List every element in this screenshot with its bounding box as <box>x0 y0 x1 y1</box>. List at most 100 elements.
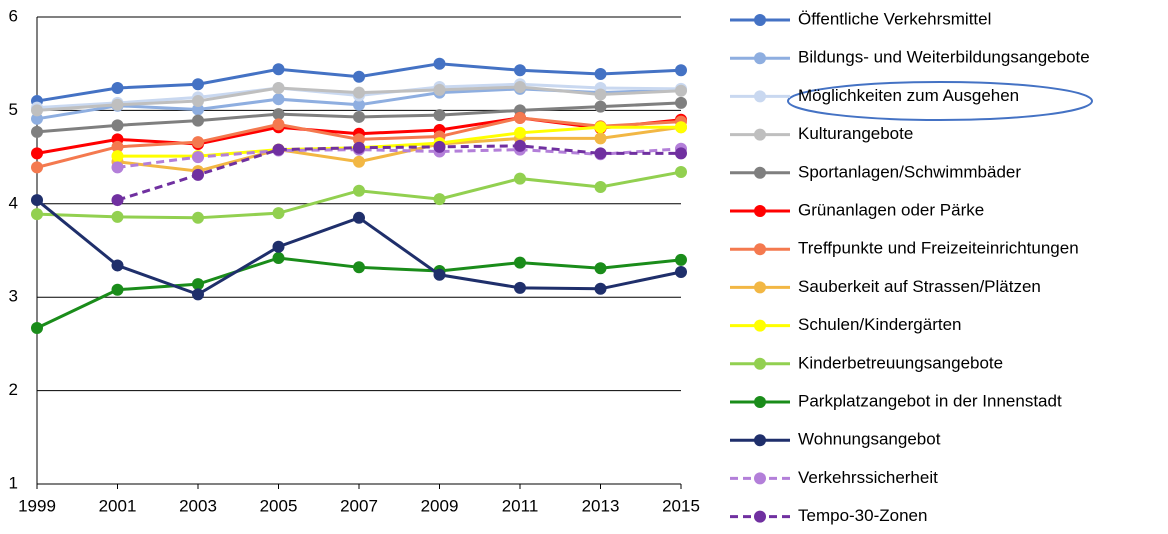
point <box>111 81 124 94</box>
point <box>433 83 446 96</box>
point <box>433 140 446 153</box>
point <box>675 64 687 77</box>
point <box>594 121 607 134</box>
point <box>31 147 43 160</box>
point <box>594 67 607 80</box>
point <box>353 211 365 224</box>
legend-label: Wohnungsangebot <box>798 430 941 449</box>
y-tick-label: 6 <box>9 6 18 25</box>
point <box>514 172 526 185</box>
point <box>433 268 446 281</box>
point <box>594 147 607 160</box>
point <box>272 143 285 156</box>
point <box>192 288 204 301</box>
point <box>272 81 285 94</box>
point <box>272 63 285 76</box>
point <box>272 251 285 264</box>
point <box>192 278 204 291</box>
y-tick-label: 2 <box>9 380 18 399</box>
legend-marker <box>754 14 766 26</box>
legend-label: Sportanlagen/Schwimmbäder <box>798 162 1021 181</box>
point <box>514 81 526 94</box>
point <box>675 121 687 134</box>
point <box>353 261 365 274</box>
point <box>192 103 204 116</box>
point <box>31 161 43 174</box>
point <box>594 88 607 101</box>
legend-marker <box>754 205 766 217</box>
legend-label: Grünanlagen oder Pärke <box>798 200 984 219</box>
point <box>675 265 687 278</box>
x-tick-label: 2009 <box>421 496 459 515</box>
point <box>514 281 526 294</box>
point <box>353 98 365 111</box>
point <box>192 78 204 91</box>
point <box>353 110 365 123</box>
point <box>353 141 365 154</box>
point <box>192 151 204 164</box>
point <box>111 150 124 163</box>
legend-label: Sauberkeit auf Strassen/Plätzen <box>798 277 1041 296</box>
point <box>353 155 365 168</box>
legend-label: Parkplatzangebot in der Innenstadt <box>798 391 1062 410</box>
y-tick-label: 1 <box>9 473 18 492</box>
legend-label: Verkehrssicherheit <box>798 468 938 487</box>
series-line <box>117 125 682 173</box>
point <box>272 118 285 131</box>
point <box>192 136 204 149</box>
point <box>111 98 124 111</box>
highlight-ellipse <box>787 81 1093 121</box>
point <box>272 240 285 253</box>
point <box>31 322 43 335</box>
point <box>111 259 124 272</box>
x-tick-label: 2015 <box>662 496 700 515</box>
x-tick-label: 2005 <box>260 496 298 515</box>
point <box>514 139 526 152</box>
point <box>272 93 285 106</box>
point <box>31 125 43 138</box>
y-tick-label: 5 <box>9 100 18 119</box>
point <box>433 57 446 70</box>
series-line <box>117 144 681 202</box>
legend-marker <box>754 434 766 447</box>
legend-label: Bildungs- und Weiterbildungsangebote <box>798 48 1090 67</box>
point <box>514 64 526 77</box>
y-tick-label: 3 <box>9 287 18 306</box>
point <box>675 147 687 160</box>
point <box>111 283 124 296</box>
legend-label: Kinderbetreuungsangebote <box>798 353 1003 372</box>
point <box>111 210 124 223</box>
point <box>31 112 43 125</box>
legend-marker <box>754 90 766 103</box>
point <box>31 104 43 117</box>
point <box>353 184 365 197</box>
point <box>594 282 607 295</box>
point <box>433 193 446 206</box>
point <box>594 180 607 193</box>
point <box>594 262 607 275</box>
point <box>31 208 43 221</box>
point <box>514 256 526 269</box>
x-tick-label: 2007 <box>340 496 378 515</box>
x-tick-label: 2001 <box>99 496 137 515</box>
series-line <box>117 147 682 169</box>
point <box>433 109 446 122</box>
legend-label: Tempo-30-Zonen <box>798 506 927 525</box>
point <box>111 161 124 174</box>
x-tick-label: 2011 <box>502 496 539 515</box>
legend-marker <box>754 510 766 523</box>
point <box>192 95 204 108</box>
point <box>514 111 526 124</box>
point <box>192 211 204 224</box>
point <box>192 168 204 181</box>
point <box>111 140 124 153</box>
point <box>272 108 285 121</box>
legend-marker <box>754 396 766 408</box>
legend-marker <box>754 243 766 256</box>
point <box>594 132 607 145</box>
legend-label: Treffpunkte und Freizeiteinrichtungen <box>798 239 1079 258</box>
legend-marker <box>754 357 766 370</box>
legend-label: Kulturangebote <box>798 124 913 143</box>
legend-marker <box>754 128 766 141</box>
